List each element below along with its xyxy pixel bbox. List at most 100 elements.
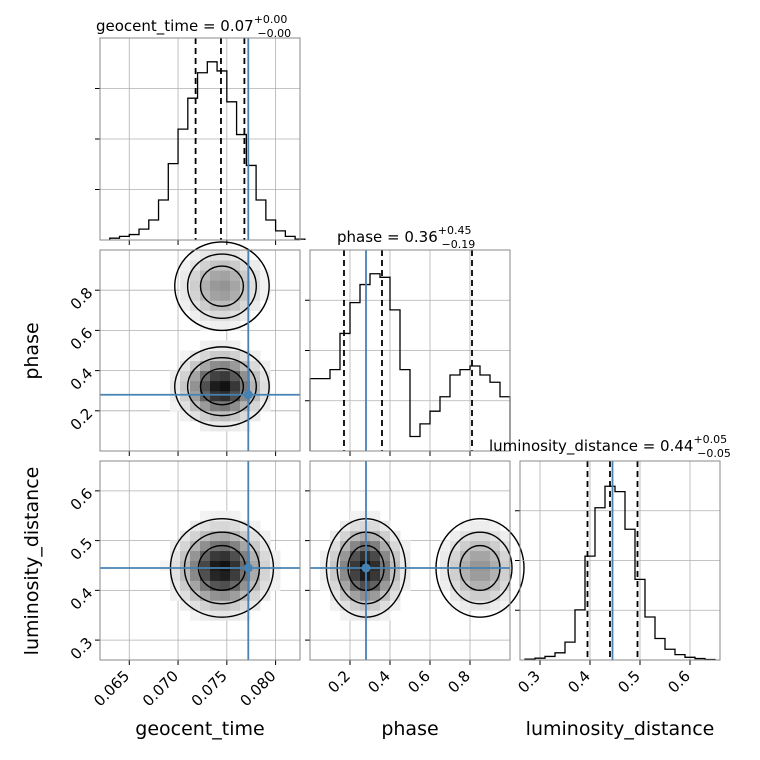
density-cell — [200, 290, 211, 301]
density-cell — [200, 590, 211, 601]
density-cell — [220, 570, 231, 581]
density-cell — [200, 260, 211, 271]
density-cell — [230, 300, 241, 311]
density-cell — [240, 410, 251, 422]
density-cell — [240, 400, 251, 412]
density-cell — [470, 560, 481, 571]
density-cell — [220, 600, 231, 611]
density-cell — [240, 420, 251, 432]
y-tick-label-phase: 0.8 — [67, 284, 97, 314]
density-cell — [250, 300, 261, 311]
density-cell — [230, 540, 241, 552]
density-cell — [240, 570, 251, 581]
density-cell — [380, 560, 391, 571]
density-cell — [500, 600, 511, 611]
density-cell — [260, 540, 271, 552]
density-cell — [180, 400, 191, 412]
density-cell — [210, 310, 221, 321]
density-cell — [370, 550, 381, 561]
density-cell — [180, 530, 191, 542]
density-cell — [440, 550, 451, 561]
contour-line — [174, 241, 270, 332]
panel-frame — [99, 249, 301, 452]
contour-line — [199, 367, 245, 406]
density-cell — [380, 550, 391, 561]
density-cell — [480, 550, 491, 561]
density-cell — [370, 570, 381, 581]
density-cell — [200, 350, 211, 362]
x-tick-label-geocent_time: 0.080 — [237, 667, 280, 710]
density-cell — [210, 410, 221, 422]
contour-line — [186, 253, 257, 320]
density-cell — [220, 550, 231, 561]
density-cell — [340, 610, 351, 621]
density-cell — [260, 530, 271, 542]
density-cell — [220, 510, 231, 522]
density-cell — [210, 370, 221, 382]
density-cell — [240, 530, 251, 542]
density-cell — [190, 400, 201, 412]
density-cell — [250, 590, 261, 601]
density-cell — [200, 380, 211, 392]
histogram-geocent_time — [109, 61, 306, 240]
density-cell — [170, 550, 181, 561]
density-cell — [230, 400, 241, 412]
density-cell — [190, 530, 201, 542]
density-cell — [200, 550, 211, 561]
density-cell — [480, 570, 491, 581]
density-cell — [180, 270, 191, 281]
density-cell — [210, 280, 221, 291]
x-tick-label-phase: 0.8 — [444, 667, 474, 697]
density-cell — [460, 580, 471, 591]
density-cell — [200, 390, 211, 402]
gridlines — [305, 250, 510, 456]
ylabel-phase: phase — [21, 322, 43, 379]
density-cell — [190, 290, 201, 301]
density-cell — [180, 260, 191, 271]
density-cell — [210, 600, 221, 611]
density-cell — [260, 360, 271, 372]
density-cell — [230, 570, 241, 581]
density-cell — [210, 390, 221, 402]
x-tick-label-phase: 0.6 — [404, 667, 434, 697]
density-cell — [190, 390, 201, 402]
density-cell — [250, 360, 261, 372]
density-cell — [350, 530, 361, 542]
density-cell — [340, 600, 351, 611]
density-cell — [180, 300, 191, 311]
density-cell — [230, 590, 241, 601]
density-cell — [220, 400, 231, 412]
y-tick-label-luminosity_distance: 0.3 — [67, 634, 97, 664]
density-cell — [250, 380, 261, 392]
xlabel-luminosity-distance: luminosity_distance — [526, 718, 715, 740]
density-geocent_time-phase — [100, 241, 300, 451]
xlabel-phase: phase — [381, 718, 438, 740]
truth-point — [361, 563, 371, 573]
density-cell — [200, 270, 211, 281]
density-cell — [400, 580, 411, 591]
density-cell — [220, 590, 231, 601]
density-cell — [230, 360, 241, 372]
density-cell — [230, 420, 241, 432]
density-cell — [170, 570, 181, 581]
density-cell — [490, 520, 501, 532]
density-cell — [200, 570, 211, 581]
density-cell — [460, 520, 471, 532]
density-cell — [210, 380, 221, 392]
density-cell — [210, 560, 221, 571]
density-cell — [380, 610, 391, 621]
density-cell — [390, 570, 401, 581]
density-cell — [200, 510, 211, 522]
density-cell — [220, 320, 231, 331]
density-cell — [450, 550, 461, 561]
density-cell — [190, 360, 201, 372]
density-cell — [200, 580, 211, 591]
density-cell — [440, 560, 451, 571]
density-cell — [500, 550, 511, 561]
density-cell — [330, 580, 341, 591]
density-cell — [390, 580, 401, 591]
density-cell — [250, 530, 261, 542]
density-cell — [380, 540, 391, 552]
density-cell — [270, 550, 281, 561]
density-cell — [180, 380, 191, 392]
